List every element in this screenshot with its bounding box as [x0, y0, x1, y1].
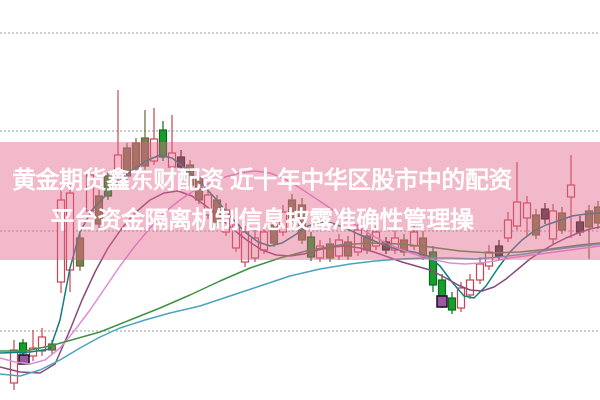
headline-line-1: 黄金期货鑫东财配资 近十年中华区股市中的配资 — [12, 167, 512, 194]
candle-body — [503, 219, 513, 239]
candle-body — [140, 137, 150, 167]
headline-overlay: 黄金期货鑫东财配资 近十年中华区股市中的配资 平台资金隔离机制信息披露准确性管理… — [0, 142, 600, 260]
candle-body — [9, 349, 19, 384]
candle-body — [37, 336, 47, 352]
candle-body — [465, 279, 475, 296]
candle-body — [540, 208, 550, 220]
candle-body — [306, 236, 316, 258]
purple-marker — [18, 354, 30, 365]
candle-body — [566, 184, 576, 198]
candle-body — [447, 297, 457, 311]
candle-body — [475, 263, 485, 281]
candle-body — [512, 201, 522, 227]
candle-body — [325, 243, 335, 259]
candle-body — [315, 245, 325, 259]
headline-text-block: 黄金期货鑫东财配资 近十年中华区股市中的配资 平台资金隔离机制信息披露准确性管理… — [0, 161, 524, 241]
candle-body — [113, 154, 123, 179]
candle-body — [56, 199, 66, 283]
candle-body — [584, 210, 594, 228]
candle-body — [531, 214, 541, 236]
candle-body — [353, 229, 363, 253]
candle-body — [343, 241, 353, 257]
headline-line-2: 平台资金隔离机制信息披露准确性管理操 — [50, 207, 475, 234]
ma-teal-fast — [0, 154, 600, 354]
candle-body — [399, 239, 409, 253]
candle-body — [334, 239, 344, 257]
candle-body — [522, 202, 532, 219]
candle-body — [103, 175, 113, 197]
purple-marker — [436, 295, 448, 308]
candle-body — [287, 199, 297, 219]
candle-body — [231, 224, 241, 249]
candle-body — [297, 204, 307, 241]
ma-pink — [0, 170, 600, 365]
candle-body — [548, 210, 558, 240]
ma-cyan-slow — [0, 243, 600, 377]
candle-body — [593, 206, 600, 224]
candle-body — [428, 251, 438, 286]
candle-body — [149, 138, 159, 162]
candle-body — [494, 245, 504, 257]
ma-plum — [0, 190, 600, 374]
candle-body — [94, 195, 104, 225]
candle-body — [158, 129, 168, 158]
ma-green — [0, 242, 600, 352]
candle-body — [18, 342, 28, 354]
candle-body — [75, 237, 85, 267]
candle-body — [131, 142, 141, 170]
candle-body — [484, 251, 494, 267]
candle-body — [122, 147, 132, 177]
candle-body — [269, 224, 279, 244]
candle-body — [85, 174, 95, 212]
candle-body — [278, 211, 288, 233]
candle-body — [456, 287, 466, 309]
